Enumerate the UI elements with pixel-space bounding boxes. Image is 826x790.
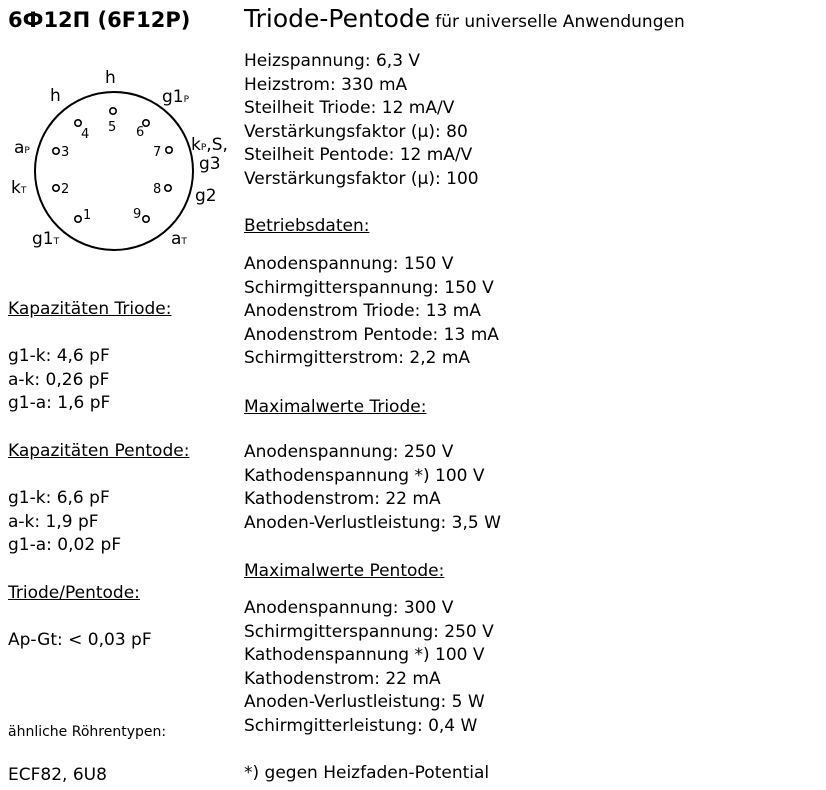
pin-number: 7 [153, 145, 161, 160]
pin-1 [74, 215, 83, 224]
specs-list: Heizspannung: 6,3 V Heizstrom: 330 mA St… [244, 50, 479, 192]
pinout-diagram: 5 4 6 3 7 2 8 1 9 h h g1P kP,S, g3 g2 aT… [11, 68, 228, 251]
pin-number: 4 [81, 127, 89, 142]
type-subtitle: für universelle Anwendungen [435, 12, 685, 32]
max-triode-item: Anoden-Verlustleistung: 3,5 W [244, 512, 501, 533]
pin-number: 8 [153, 182, 161, 197]
operating-heading: Betriebsdaten: [244, 216, 370, 236]
cap-tp-heading: Triode/Pentode: [8, 583, 140, 603]
cap-triode-list: g1-k: 4,6 pF a-k: 0,26 pF g1-a: 1,6 pF [8, 345, 110, 416]
pin-6 [142, 119, 151, 128]
label-ap: aP [14, 138, 30, 158]
cap-item: g1-a: 0,02 pF [8, 535, 122, 556]
spec-item: Steilheit Pentode: 12 mA/V [244, 145, 473, 166]
max-pentode-item: Anodenspannung: 300 V [244, 598, 454, 618]
cap-pentode-list: g1-k: 6,6 pF a-k: 1,9 pF g1-a: 0,02 pF [8, 487, 121, 558]
cap-tp-item: Ap-Gt: < 0,03 pF [8, 630, 152, 650]
pin-number: 1 [83, 208, 91, 223]
cap-pentode-heading: Kapazitäten Pentode: [8, 441, 190, 461]
max-pentode-list: Anodenspannung: 300 V Schirmgitterspannu… [244, 597, 494, 739]
operating-item: Anodenspannung: 150 V [244, 254, 454, 274]
operating-item: Anodenstrom Triode: 13 mA [244, 301, 481, 322]
cap-item: g1-k: 6,6 pF [8, 488, 110, 508]
similar-types: ECF82, 6U8 [8, 765, 107, 785]
pin-4 [74, 119, 83, 128]
cap-item: a-k: 0,26 pF [8, 369, 110, 390]
similar-heading: ähnliche Röhrentypen: [8, 724, 167, 740]
label-g3: g3 [199, 154, 221, 174]
pin-number: 5 [108, 120, 116, 135]
pin-number: 2 [61, 182, 69, 197]
label-kp: kP,S, [191, 135, 228, 155]
spec-item: Heizspannung: 6,3 V [244, 51, 421, 71]
type-title: Triode-Pentode [244, 4, 431, 33]
label-h-left: h [50, 86, 61, 106]
max-triode-item: Kathodenstrom: 22 mA [244, 489, 441, 510]
label-g1t: g1T [32, 229, 60, 249]
label-kt: kT [11, 178, 27, 198]
pin-number: 3 [61, 145, 69, 160]
operating-item: Schirmgitterstrom: 2,2 mA [244, 348, 471, 369]
pin-9 [142, 215, 151, 224]
spec-item: Verstärkungsfaktor (µ): 100 [244, 168, 479, 189]
footnote: *) gegen Heizfaden-Potential [244, 763, 490, 783]
spec-item: Steilheit Triode: 12 mA/V [244, 98, 455, 119]
pin-5 [109, 107, 118, 116]
operating-item: Schirmgitterspannung: 150 V [244, 277, 494, 298]
max-triode-item: Anodenspannung: 250 V [244, 442, 454, 462]
spec-item: Heizstrom: 330 mA [244, 74, 408, 95]
max-pentode-item: Schirmgitterspannung: 250 V [244, 621, 494, 642]
label-h-top: h [105, 68, 116, 88]
pin-3 [51, 147, 60, 156]
pin-2 [51, 184, 60, 193]
max-pentode-item: Schirmgitterleistung: 0,4 W [244, 715, 478, 736]
max-pentode-item: Kathodenstrom: 22 mA [244, 668, 441, 689]
cap-triode-heading: Kapazitäten Triode: [8, 299, 172, 319]
pin-number: 9 [133, 207, 141, 222]
cap-item: g1-a: 1,6 pF [8, 393, 111, 414]
cap-item: g1-k: 4,6 pF [8, 346, 110, 366]
socket-outline [34, 91, 194, 251]
pin-7 [165, 146, 174, 155]
max-pentode-heading: Maximalwerte Pentode: [244, 561, 445, 581]
label-g2: g2 [195, 186, 217, 206]
cap-item: a-k: 1,9 pF [8, 511, 99, 532]
tube-type: Triode-Pentode für universelle Anwendung… [244, 4, 685, 33]
max-triode-heading: Maximalwerte Triode: [244, 397, 427, 417]
pin-number: 6 [136, 125, 144, 140]
max-triode-list: Anodenspannung: 250 V Kathodenspannung *… [244, 441, 501, 535]
max-pentode-item: Kathodenspannung *) 100 V [244, 645, 485, 666]
operating-list: Anodenspannung: 150 V Schirmgitterspannu… [244, 253, 499, 371]
max-pentode-item: Anoden-Verlustleistung: 5 W [244, 692, 485, 713]
pin-8 [164, 184, 173, 193]
max-triode-item: Kathodenspannung *) 100 V [244, 465, 485, 486]
label-g1p: g1P [162, 87, 190, 107]
spec-item: Verstärkungsfaktor (µ): 80 [244, 121, 468, 142]
label-at: aT [171, 229, 187, 249]
operating-item: Anodenstrom Pentode: 13 mA [244, 324, 499, 345]
tube-name: 6Ф12П (6F12P) [8, 8, 191, 32]
